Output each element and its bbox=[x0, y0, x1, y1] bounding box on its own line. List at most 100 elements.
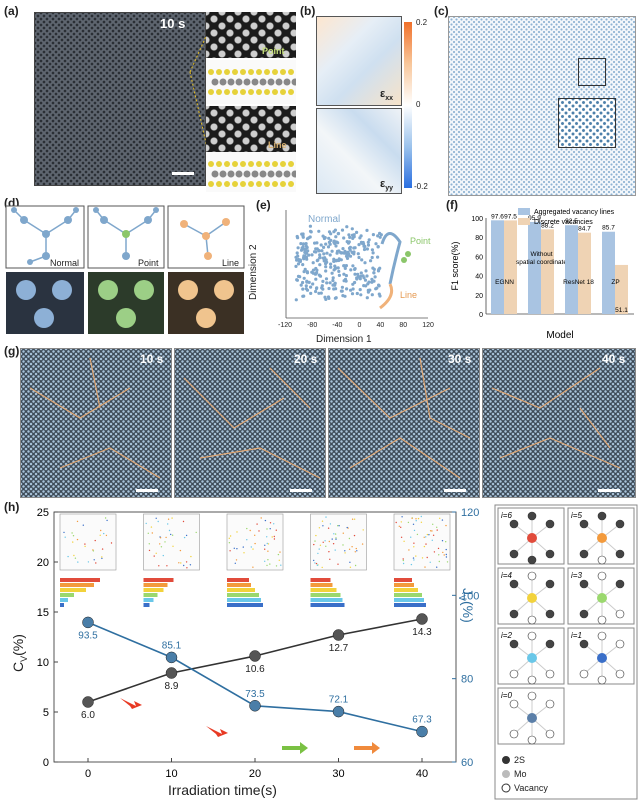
panel-h-ylabel-right: JV(%) bbox=[457, 588, 476, 623]
inset-dot bbox=[73, 554, 75, 557]
inset-dot bbox=[407, 521, 410, 524]
inset-dot bbox=[252, 548, 254, 550]
inset-dot bbox=[337, 563, 339, 565]
panel-a-line-model bbox=[206, 152, 296, 192]
histogram-bar bbox=[394, 588, 418, 592]
inset-dot bbox=[318, 548, 320, 550]
data-label: 14.3 bbox=[412, 627, 432, 638]
histogram-bar bbox=[227, 588, 255, 592]
inset-dot bbox=[72, 541, 74, 543]
histogram-bar bbox=[394, 598, 424, 602]
inset-dot bbox=[317, 552, 319, 555]
legend-index: i=0 bbox=[501, 691, 512, 700]
inset-dot bbox=[266, 564, 268, 567]
data-point bbox=[416, 613, 428, 625]
inset-dot bbox=[84, 545, 86, 548]
inset-map bbox=[59, 513, 117, 571]
legend-center bbox=[527, 653, 537, 663]
data-label: 10.6 bbox=[245, 664, 265, 675]
y-tick-label: 40 bbox=[475, 274, 483, 281]
inset-dot bbox=[349, 566, 352, 568]
inset-dot bbox=[395, 521, 397, 524]
inset-dot bbox=[353, 534, 356, 537]
bar bbox=[504, 220, 517, 314]
inset-dot bbox=[433, 551, 436, 553]
tick-label: -40 bbox=[332, 322, 343, 329]
inset-dot bbox=[426, 556, 428, 559]
inset-dot bbox=[264, 519, 267, 522]
inset-dot bbox=[403, 540, 405, 542]
inset-dot bbox=[318, 527, 321, 529]
inset-dot bbox=[95, 562, 97, 564]
inset-dot bbox=[443, 554, 445, 556]
inset-dot bbox=[313, 559, 315, 562]
panel-e-xticks: -120 -80 -40 0 40 80 120 bbox=[278, 322, 434, 329]
data-point bbox=[249, 700, 261, 712]
inset-dot bbox=[314, 540, 316, 542]
inset-dot bbox=[160, 546, 163, 548]
data-point bbox=[332, 705, 345, 718]
tick-label: 0 bbox=[357, 322, 362, 329]
histogram-bar bbox=[143, 588, 164, 592]
histogram-bar bbox=[227, 593, 259, 597]
panel-g-time-4: 40 s bbox=[602, 352, 626, 366]
inset-dot bbox=[105, 534, 108, 537]
inset-dot bbox=[445, 556, 448, 558]
inset-dot bbox=[234, 562, 236, 564]
y-tick-label: 5 bbox=[43, 707, 49, 719]
inset-dot bbox=[425, 536, 427, 538]
inset-dot bbox=[415, 520, 417, 522]
inset-dot bbox=[415, 555, 417, 557]
data-point bbox=[249, 650, 261, 662]
inset-dot bbox=[162, 554, 164, 557]
inset-dot bbox=[269, 563, 271, 565]
legend-atom bbox=[545, 519, 555, 529]
legend-label: Aggregated vacancy lines bbox=[534, 209, 615, 216]
data-point bbox=[332, 629, 345, 641]
inset-dot bbox=[264, 548, 266, 550]
inset-dot bbox=[94, 539, 96, 542]
inset-dot bbox=[273, 538, 276, 540]
inset-dot bbox=[150, 526, 153, 528]
y-tick-label: 100 bbox=[471, 216, 483, 223]
histogram-bar bbox=[60, 588, 86, 592]
inset-dot bbox=[264, 560, 266, 562]
inset-dot bbox=[258, 530, 260, 532]
histogram-bar bbox=[310, 603, 345, 607]
inset-dot bbox=[413, 559, 415, 561]
inset-dot bbox=[402, 559, 404, 562]
panel-a-label: (a) bbox=[4, 4, 19, 18]
legend-atom bbox=[545, 669, 555, 679]
inset-dot bbox=[355, 547, 357, 550]
inset-dot bbox=[344, 552, 346, 554]
panel-c-label: (c) bbox=[434, 4, 449, 18]
legend-index: i=4 bbox=[501, 571, 512, 580]
panel-g-time-2: 20 s bbox=[294, 352, 318, 366]
inset-dot bbox=[349, 561, 351, 563]
inset-dot bbox=[87, 561, 90, 563]
inset-dot bbox=[446, 561, 449, 563]
inset-dot bbox=[168, 529, 171, 532]
inset-dot bbox=[180, 562, 182, 564]
inset-dot bbox=[77, 561, 79, 563]
panel-g-image-1 bbox=[20, 348, 172, 498]
inset-dot bbox=[252, 566, 254, 568]
inset-dot bbox=[278, 559, 280, 561]
inset-dot bbox=[426, 533, 429, 536]
panel-d-point-label: Point bbox=[138, 258, 159, 268]
panel-e-normal-label: Normal bbox=[308, 214, 341, 225]
inset-dot bbox=[172, 545, 174, 547]
legend-swatch bbox=[518, 208, 530, 215]
panel-e-point-label: Point bbox=[410, 236, 431, 246]
inset-dot bbox=[402, 558, 404, 560]
legend-atom bbox=[615, 609, 625, 619]
y-axis-label: F1 score(%) bbox=[450, 241, 460, 290]
legend-atom bbox=[615, 669, 625, 679]
panel-a-point-text: Point bbox=[262, 46, 285, 56]
legend-mo: Mo bbox=[514, 769, 527, 779]
histogram-bar bbox=[394, 583, 414, 587]
tick-label: 80 bbox=[399, 322, 408, 329]
trend-arrow bbox=[354, 742, 380, 754]
panel-a-stem-image bbox=[34, 12, 206, 186]
inset-dot bbox=[256, 523, 258, 525]
